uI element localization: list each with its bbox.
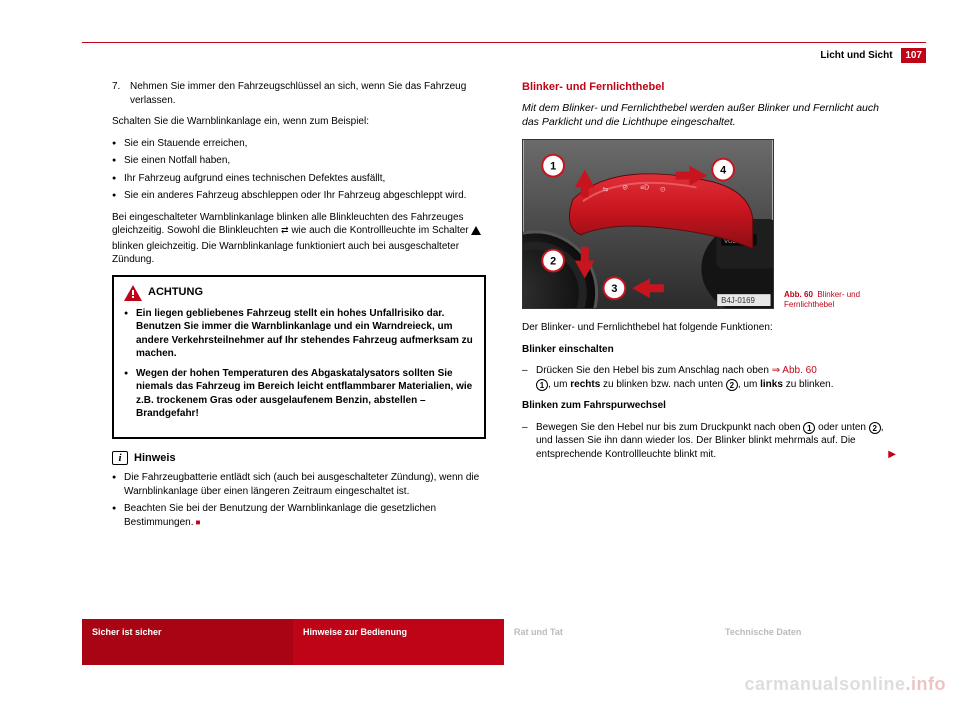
blinker-icon: ⇄	[281, 225, 289, 235]
svg-text:3: 3	[611, 283, 617, 295]
note-item: Die Fahrzeugbatterie entlädt sich (auch …	[112, 471, 486, 498]
list-item: Ihr Fahrzeug aufgrund eines technischen …	[112, 172, 486, 186]
step-num: 7.	[112, 80, 120, 94]
callout-2: 2	[869, 422, 881, 434]
para-trigger: Schalten Sie die Warnblinkanlage ein, we…	[112, 115, 486, 129]
svg-text:1: 1	[550, 161, 556, 173]
info-icon: i	[112, 451, 128, 465]
fig-ref: ⇒ Abb. 60	[772, 365, 817, 376]
intro-text: Mit dem Blinker- und Fernlichthebel werd…	[522, 101, 896, 129]
warning-title: ACHTUNG	[148, 285, 203, 300]
instruction-item: Drücken Sie den Hebel bis zum Anschlag n…	[522, 364, 896, 391]
tab-safety[interactable]: Sicher ist sicher	[82, 619, 293, 665]
svg-text:⇆: ⇆	[603, 187, 609, 194]
warning-box: ACHTUNG Ein liegen gebliebenes Fahrzeug …	[112, 275, 486, 439]
callout-1: 1	[803, 422, 815, 434]
warning-item: Wegen der hohen Temperaturen des Abgaska…	[124, 367, 474, 421]
right-column: Blinker- und Fernlichthebel Mit dem Blin…	[522, 80, 896, 591]
section-heading: Blinker- und Fernlichthebel	[522, 80, 896, 95]
tab-techdata[interactable]: Technische Daten	[715, 619, 926, 665]
footer-tabs: Sicher ist sicher Hinweise zur Bedienung…	[82, 619, 926, 665]
left-column: 7. Nehmen Sie immer den Fahrzeugschlüsse…	[112, 80, 486, 591]
svg-text:4: 4	[720, 165, 726, 177]
note-item: Beachten Sie bei der Benutzung der Warnb…	[112, 502, 486, 529]
svg-text:⊙: ⊙	[660, 187, 666, 194]
callout-2: 2	[726, 379, 738, 391]
trigger-list: Sie ein Stauende erreichen, Sie einen No…	[112, 137, 486, 203]
instruction-item: Bewegen Sie den Hebel nur bis zum Druckp…	[522, 421, 896, 462]
warning-header: ACHTUNG	[124, 285, 474, 301]
step-7: 7. Nehmen Sie immer den Fahrzeugschlüsse…	[112, 80, 486, 107]
step-text: Nehmen Sie immer den Fahrzeugschlüssel a…	[130, 81, 466, 106]
list-item: Sie ein anderes Fahrzeug abschleppen ode…	[112, 189, 486, 203]
hazard-icon	[471, 226, 481, 240]
svg-text:≡D: ≡D	[640, 185, 649, 192]
para-blink: Bei eingeschalteter Warnblinkanlage blin…	[112, 211, 486, 267]
end-marker-icon: ◼	[195, 520, 200, 526]
figure-id: B4J-0169	[721, 296, 755, 305]
tab-operation[interactable]: Hinweise zur Bedienung	[293, 619, 504, 665]
figure-caption: Abb. 60 Blinker- und Fernlichthebel	[784, 290, 896, 309]
section-name: Licht und Sicht	[820, 50, 892, 61]
svg-text:2: 2	[550, 256, 556, 268]
note-header: i Hinweis	[112, 451, 486, 466]
figure-60: VOL + ⇆ ⊘ ≡D ⊙	[522, 139, 896, 309]
figure-image: VOL + ⇆ ⊘ ≡D ⊙	[522, 139, 774, 309]
continue-icon: ▶	[888, 448, 896, 462]
subhead-lane-change: Blinken zum Fahrspurwechsel	[522, 399, 896, 413]
tab-advice[interactable]: Rat und Tat	[504, 619, 715, 665]
svg-text:⊘: ⊘	[622, 185, 628, 192]
para-functions: Der Blinker- und Fernlichthebel hat folg…	[522, 321, 896, 335]
list-item: Sie einen Notfall haben,	[112, 154, 486, 168]
subhead-blink-on: Blinker einschalten	[522, 343, 896, 357]
note-list: Die Fahrzeugbatterie entlädt sich (auch …	[112, 471, 486, 529]
list-item: Sie ein Stauende erreichen,	[112, 137, 486, 151]
header-rule	[82, 42, 926, 43]
warning-icon	[124, 285, 142, 301]
callout-1: 1	[536, 379, 548, 391]
watermark: carmanualsonline.info	[744, 674, 946, 695]
page-number: 107	[901, 48, 926, 63]
warning-item: Ein liegen gebliebenes Fahrzeug stellt e…	[124, 307, 474, 361]
running-header: Licht und Sicht 107	[820, 48, 926, 63]
note-title: Hinweis	[134, 451, 176, 466]
